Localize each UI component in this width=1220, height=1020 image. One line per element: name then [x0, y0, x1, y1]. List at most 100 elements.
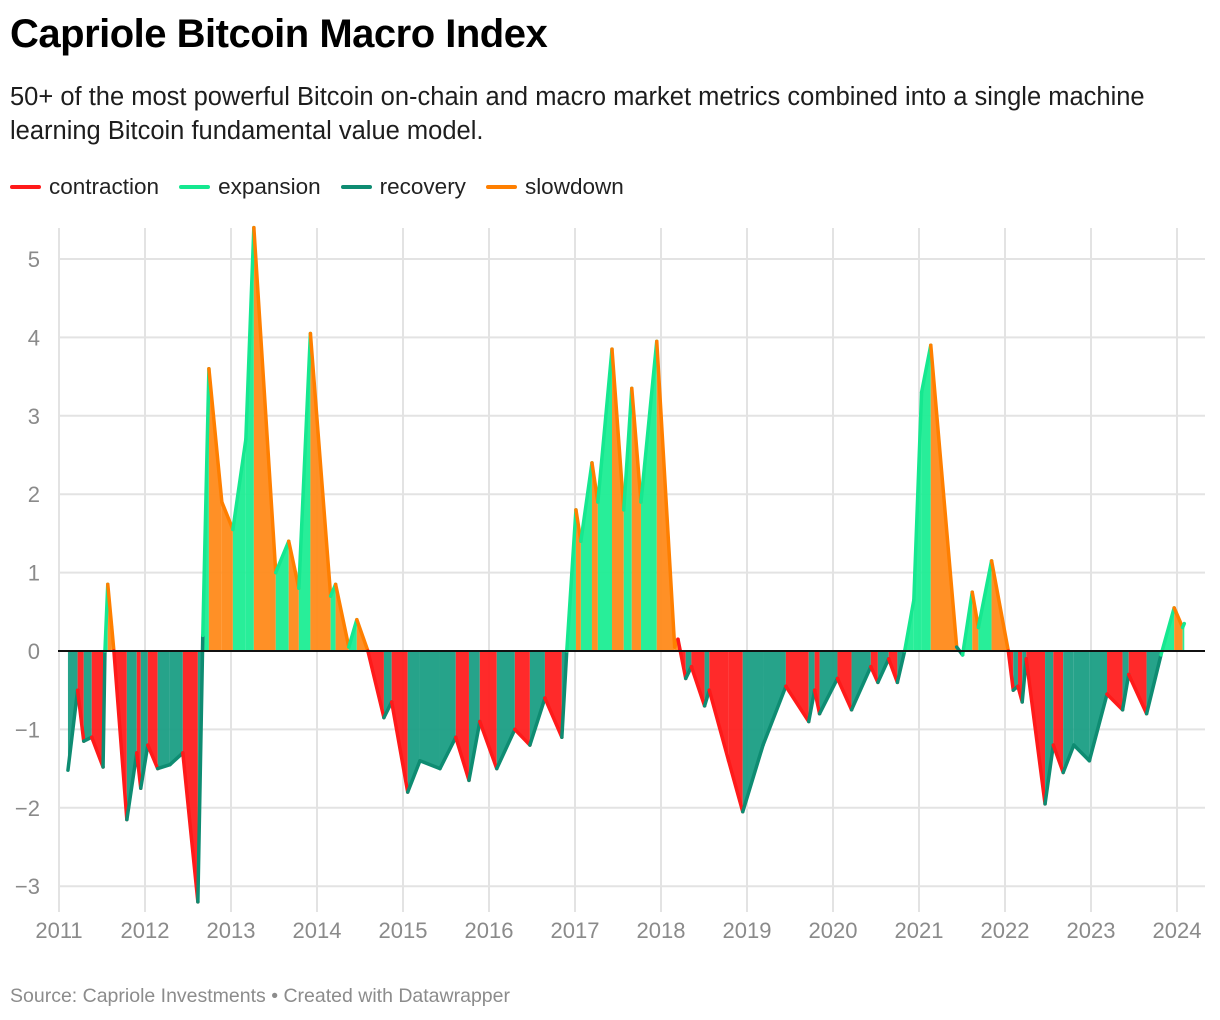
- area-segment-contraction: [709, 651, 729, 761]
- x-tick-label: 2018: [637, 918, 686, 943]
- line-segment-slowdown: [110, 625, 116, 653]
- line-segment-contraction: [784, 684, 811, 724]
- line-segment-recovery: [155, 762, 172, 771]
- area-segment-slowdown: [208, 368, 222, 651]
- area-segment-slowdown: [631, 388, 641, 651]
- line-segment-recovery: [1120, 672, 1131, 712]
- area-segment-recovery: [383, 651, 392, 718]
- line-segment-recovery: [1043, 743, 1056, 806]
- line-segment-slowdown: [655, 339, 677, 649]
- legend-swatch: [340, 185, 372, 189]
- legend-label: expansion: [218, 174, 321, 199]
- line-segment-slowdown: [929, 343, 959, 649]
- line-segment-contraction: [1006, 649, 1015, 692]
- area-segment-contraction: [479, 651, 497, 769]
- area-segment-recovery: [407, 651, 420, 793]
- area-segment-expansion: [580, 462, 592, 651]
- line-segment-recovery: [1144, 653, 1163, 716]
- line-segment-slowdown: [333, 582, 351, 649]
- line-segment-contraction: [389, 700, 410, 794]
- line-segment-contraction: [676, 637, 688, 681]
- line-segment-expansion: [347, 617, 359, 649]
- line-segment-recovery: [196, 633, 205, 904]
- y-tick-label: −2: [15, 796, 40, 821]
- line-segment-expansion: [565, 508, 578, 653]
- x-tick-label: 2014: [293, 918, 342, 943]
- line-segment-recovery: [467, 719, 482, 783]
- line-segment-contraction: [90, 735, 105, 769]
- area-segment-expansion: [232, 439, 246, 651]
- line-segment-expansion: [201, 367, 211, 638]
- source-note: Source: Capriole Investments • Created w…: [10, 985, 510, 1007]
- area-segment-recovery: [1045, 651, 1054, 804]
- area-segment-recovery: [468, 651, 480, 781]
- line-segment-contraction: [75, 688, 86, 743]
- line-segment-slowdown: [610, 347, 626, 512]
- area-segment-contraction: [147, 651, 158, 769]
- chart-subtitle: 50+ of the most powerful Bitcoin on-chai…: [10, 83, 1145, 145]
- x-tick-label: 2024: [1153, 918, 1202, 943]
- line-segment-contraction: [812, 688, 822, 716]
- line-segment-expansion: [244, 225, 256, 442]
- y-tick-label: 2: [28, 482, 40, 507]
- legend-label: recovery: [379, 174, 466, 199]
- line-segment-contraction: [689, 664, 707, 708]
- line-segment-contraction: [513, 727, 532, 747]
- y-tick-label: 0: [28, 639, 40, 664]
- line-segment-slowdown: [207, 367, 224, 504]
- x-tick-label: 2023: [1067, 918, 1116, 943]
- x-tick-label: 2011: [35, 918, 82, 943]
- line-segment-expansion: [579, 461, 594, 543]
- area-segment-recovery: [1073, 651, 1090, 761]
- area-segment-slowdown: [575, 509, 581, 651]
- line-segment-contraction: [181, 751, 200, 904]
- series-area: [66, 225, 1187, 904]
- area-segment-contraction: [182, 651, 198, 902]
- line-segment-contraction: [1105, 692, 1125, 712]
- area-segment-contraction: [391, 651, 408, 793]
- line-segment-contraction: [726, 759, 745, 814]
- line-segment-contraction: [478, 719, 499, 771]
- legend: contraction expansion recovery slowdown: [10, 174, 624, 200]
- line-segment-expansion: [1159, 606, 1176, 657]
- line-segment-recovery: [168, 751, 185, 767]
- area-segment-slowdown: [611, 349, 624, 651]
- y-tick-label: −1: [15, 717, 40, 742]
- area-segment-expansion: [623, 388, 632, 651]
- area-segment-slowdown: [591, 462, 598, 651]
- line-segment-contraction: [835, 676, 854, 712]
- line-segment-recovery: [761, 684, 788, 747]
- area-segment-recovery: [763, 651, 786, 746]
- line-segment-slowdown: [308, 331, 333, 598]
- line-segment-slowdown: [106, 582, 114, 630]
- area-segment-recovery: [1063, 651, 1074, 773]
- area-segment-recovery: [439, 651, 456, 769]
- line-segment-recovery: [418, 759, 442, 771]
- area-segment-recovery: [819, 651, 838, 714]
- line-segment-expansion: [231, 437, 248, 532]
- line-segment-contraction: [1024, 657, 1047, 806]
- area-segment-slowdown: [1174, 607, 1183, 651]
- line-segment-recovery: [806, 688, 817, 724]
- area-segment-recovery: [1013, 651, 1018, 691]
- area-segment-contraction: [814, 651, 820, 714]
- x-tick-label: 2021: [895, 918, 944, 943]
- line-segment-recovery: [1087, 692, 1109, 763]
- line-segment-slowdown: [1172, 606, 1185, 630]
- y-tick-label: 4: [28, 325, 40, 350]
- x-tick-label: 2015: [379, 918, 428, 943]
- area-segment-contraction: [837, 651, 852, 710]
- area-segment-recovery: [83, 651, 92, 742]
- line-segment-slowdown: [989, 559, 1011, 653]
- y-tick-label: 3: [28, 404, 40, 429]
- area-segment-recovery: [126, 651, 137, 820]
- line-segment-recovery: [1072, 743, 1092, 763]
- line-segment-expansion: [297, 331, 313, 591]
- line-segment-contraction: [1051, 743, 1065, 775]
- line-segment-contraction: [146, 743, 160, 771]
- line-segment-contraction: [454, 735, 471, 783]
- area-segment-contraction: [91, 651, 104, 768]
- legend-swatch: [485, 185, 517, 189]
- chart-title: Capriole Bitcoin Macro Index: [10, 12, 548, 56]
